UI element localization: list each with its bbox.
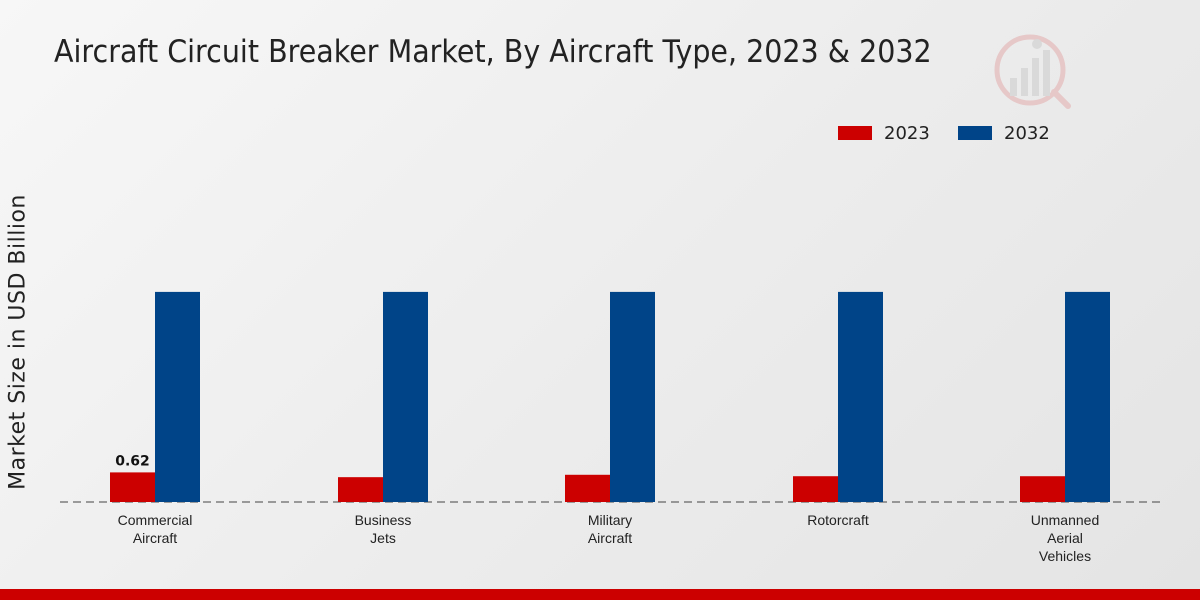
x-tick-label-line: Aircraft [587, 530, 633, 546]
bar-2023-rotorcraft [793, 476, 838, 502]
bar-2032-unmanned-aerial-vehicles [1065, 291, 1110, 502]
footer-bar [0, 589, 1200, 600]
legend-label-2032: 2032 [1004, 122, 1050, 144]
x-tick-label-line: Aerial [1047, 530, 1083, 546]
chart-title: Aircraft Circuit Breaker Market, By Airc… [54, 34, 932, 70]
legend-swatch-2023 [838, 126, 872, 140]
x-tick-label: Unmanned Aerial Vehicles [995, 511, 1135, 565]
x-tick-label-line: Vehicles [1038, 548, 1092, 564]
x-tick-label-line: Military [587, 512, 633, 528]
bar-2032-rotorcraft [838, 291, 883, 502]
legend-label-2023: 2023 [884, 122, 930, 144]
x-tick-label-line: Commercial [117, 512, 193, 528]
bar-2032-business-jets [383, 291, 428, 502]
x-tick-label: Commercial Aircraft [85, 511, 225, 547]
bar-2023-unmanned-aerial-vehicles [1020, 476, 1065, 502]
bar-2023-military-aircraft [565, 474, 610, 502]
bar-2023-business-jets [338, 477, 383, 502]
x-tick-label-line: Unmanned [1030, 512, 1100, 528]
data-label: 0.62 [115, 453, 150, 469]
x-tick-label-line: Rotorcraft [807, 512, 869, 528]
bar-2023-commercial-aircraft [110, 472, 155, 502]
x-tick-label-line: Business [354, 512, 412, 528]
x-tick-label-line: Jets [370, 530, 396, 546]
legend-item-2032: 2032 [958, 122, 1050, 144]
x-tick-label-line: Aircraft [132, 530, 178, 546]
watermark-logo-icon [994, 34, 1071, 109]
x-tick-label: Business Jets [313, 511, 453, 547]
x-tick-label: Military Aircraft [540, 511, 680, 547]
legend-swatch-2032 [958, 126, 992, 140]
bar-2032-commercial-aircraft [155, 291, 200, 502]
legend-item-2023: 2023 [838, 122, 930, 144]
bar-2032-military-aircraft [610, 291, 655, 502]
x-tick-label: Rotorcraft [768, 511, 908, 529]
